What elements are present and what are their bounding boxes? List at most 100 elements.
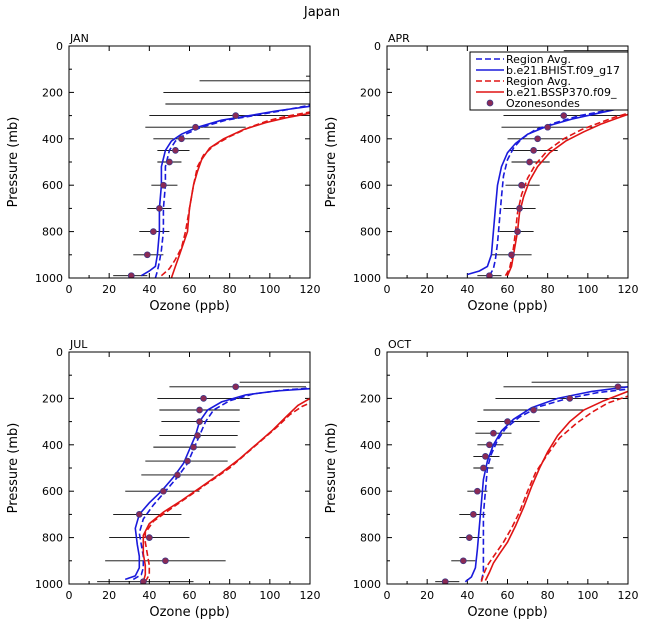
y-tick-label: 600: [42, 485, 63, 498]
y-tick-label: 400: [42, 133, 63, 146]
x-tick-label: 60: [183, 283, 197, 296]
sonde-marker: [162, 557, 169, 565]
x-tick-label: 40: [460, 283, 474, 296]
y-tick-label: 0: [56, 346, 63, 359]
sonde-marker: [200, 395, 207, 402]
sonde-marker: [486, 272, 493, 278]
sonde-marker: [441, 578, 449, 584]
sonde-marker: [178, 135, 185, 143]
sonde-marker: [459, 557, 467, 565]
sonde-marker: [232, 112, 240, 119]
series-ssp_region: [480, 395, 628, 582]
x-tick-label: 20: [420, 283, 434, 296]
series-ssp_region: [160, 111, 310, 277]
sonde-marker: [160, 487, 167, 495]
sonde-marker: [135, 511, 143, 518]
y-tick-label: 400: [42, 439, 63, 452]
sonde-marker: [174, 471, 181, 479]
y-axis-title: Pressure (mb): [6, 423, 21, 514]
series-ssp_model: [142, 397, 310, 582]
y-tick-label: 200: [360, 392, 381, 405]
x-tick-label: 80: [223, 589, 237, 602]
series-hist_model: [140, 105, 310, 277]
x-tick-label: 20: [102, 283, 116, 296]
x-tick-label: 40: [142, 589, 156, 602]
x-tick-label: 0: [66, 589, 73, 602]
y-tick-label: 0: [374, 40, 381, 53]
y-tick-label: 0: [56, 40, 63, 53]
series-ssp_model: [506, 113, 628, 277]
plot-frame: [68, 351, 311, 585]
x-tick-label: 60: [183, 589, 197, 602]
series-ssp_model: [170, 112, 310, 278]
sonde-marker: [160, 181, 167, 189]
series-hist_region: [488, 105, 628, 277]
sonde-marker: [614, 383, 622, 391]
x-axis-title: Ozone (ppb): [149, 605, 229, 620]
axis-ticks: 0 20 40 60 80 100 120 0 200 400 600 800 1000: [353, 346, 639, 602]
panel-label: APR: [388, 32, 410, 45]
legend-label: b.e21.BSSP370.f09_: [506, 86, 617, 99]
y-tick-label: 1000: [353, 578, 381, 591]
y-axis-title: Pressure (mb): [324, 423, 339, 514]
y-tick-label: 800: [42, 226, 63, 239]
legend-marker: [486, 99, 494, 107]
sonde-marker: [566, 395, 574, 402]
sonde-marker: [150, 228, 157, 235]
y-tick-label: 200: [360, 86, 381, 99]
sonde-marker: [192, 123, 199, 131]
sonde-marker: [518, 181, 525, 189]
y-axis-title: Pressure (mb): [324, 117, 339, 208]
sonde-marker: [143, 251, 151, 259]
x-axis-title: Ozone (ppb): [467, 299, 547, 314]
x-tick-label: 60: [501, 589, 515, 602]
sonde-marker: [482, 453, 489, 460]
sonde-marker: [190, 443, 197, 451]
series-ssp_region: [144, 402, 310, 583]
panel-label: JUL: [69, 338, 88, 351]
panel-jan: 0 20 40 60 80 100 120 0 200 400 600 800 1000 Ozone (p…: [6, 32, 321, 314]
sonde-marker: [480, 464, 487, 472]
legend-label: Region Avg.: [506, 53, 571, 66]
sonde-marker: [530, 406, 537, 414]
series-hist_region: [480, 388, 628, 581]
sonde-marker: [139, 578, 147, 584]
sonde-marker: [514, 228, 521, 235]
y-tick-label: 200: [42, 392, 63, 405]
axis-ticks: 0 20 40 60 80 100 120 0 200 400 600 800 1000: [35, 40, 321, 296]
x-tick-label: 0: [384, 283, 391, 296]
x-tick-label: 120: [618, 283, 639, 296]
sonde-marker: [544, 123, 552, 131]
x-tick-label: 0: [66, 283, 73, 296]
sonde-marker: [196, 418, 203, 425]
x-tick-label: 20: [102, 589, 116, 602]
x-tick-label: 40: [460, 589, 474, 602]
x-tick-label: 120: [300, 283, 321, 296]
y-tick-label: 400: [360, 133, 381, 146]
sonde-marker: [530, 147, 537, 154]
y-tick-label: 800: [360, 226, 381, 239]
x-axis-title: Ozone (ppb): [467, 605, 547, 620]
y-axis-title: Pressure (mb): [6, 117, 21, 208]
sonde-marker: [145, 534, 153, 541]
x-tick-label: 20: [420, 589, 434, 602]
x-tick-label: 120: [618, 589, 639, 602]
sonde-marker: [474, 487, 481, 495]
sonde-marker: [172, 147, 179, 154]
x-tick-label: 80: [223, 283, 237, 296]
sonde-marker: [232, 383, 240, 391]
sonde-marker: [508, 251, 515, 259]
sonde-marker: [465, 534, 473, 541]
x-tick-label: 120: [300, 589, 321, 602]
y-tick-label: 1000: [35, 578, 63, 591]
y-tick-label: 600: [360, 485, 381, 498]
plot-frame: [386, 45, 629, 279]
x-tick-label: 100: [577, 589, 598, 602]
y-tick-label: 800: [42, 532, 63, 545]
y-tick-label: 1000: [35, 272, 63, 285]
y-tick-label: 600: [360, 179, 381, 192]
x-tick-label: 100: [259, 283, 280, 296]
series-ssp_model: [484, 390, 628, 581]
panel-oct: 0 20 40 60 80 100 120 0 200 400 600 800 1000 Ozone (p…: [324, 338, 639, 620]
sonde-marker: [486, 441, 493, 449]
